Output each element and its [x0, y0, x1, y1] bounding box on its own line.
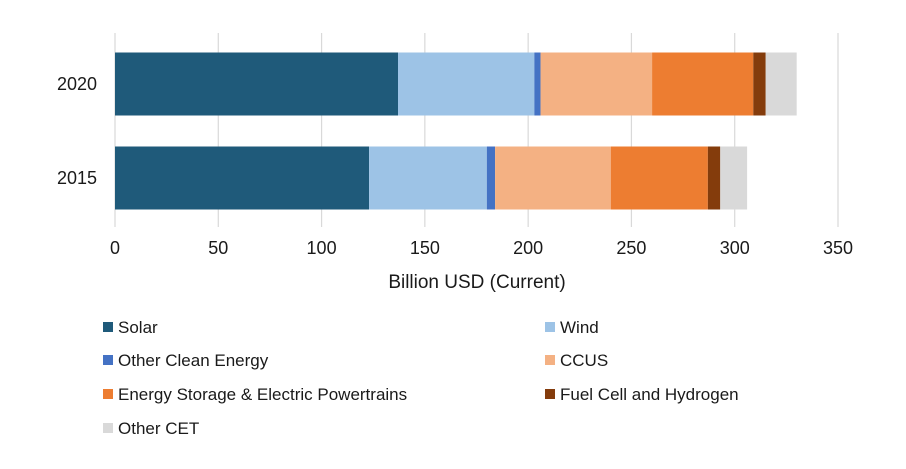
x-tick-label: 350	[823, 238, 853, 258]
legend-swatch	[103, 322, 113, 332]
bar-segment-2020-wind	[398, 52, 535, 116]
legend-label: Wind	[560, 318, 599, 337]
x-axis-title: Billion USD (Current)	[388, 272, 565, 293]
bar-segment-2015-wind	[369, 146, 487, 210]
legend-swatch	[103, 423, 113, 433]
bar-segment-2015-energy-storage-electric-powertrains	[610, 146, 708, 210]
bar-segment-2015-other-clean-energy	[486, 146, 496, 210]
bar-segment-2015-other-cet	[720, 146, 748, 210]
legend-swatch	[545, 355, 555, 365]
legend-label: Fuel Cell and Hydrogen	[560, 385, 739, 404]
legend-item-other-cet: Other CET	[103, 419, 199, 438]
legend-item-ccus: CCUS	[545, 351, 608, 370]
legend-label: Energy Storage & Electric Powertrains	[118, 385, 407, 404]
x-tick-label: 250	[616, 238, 646, 258]
category-labels: 2020 2015	[57, 74, 97, 188]
bar-segment-2020-other-clean-energy	[534, 52, 541, 116]
legend-swatch	[103, 355, 113, 365]
x-tick-label: 150	[410, 238, 440, 258]
legend-swatch	[545, 389, 555, 399]
legend-item-solar: Solar	[103, 318, 158, 337]
bar-segment-2015-fuel-cell-and-hydrogen	[707, 146, 721, 210]
legend-item-fuel-cell-and-hydrogen: Fuel Cell and Hydrogen	[545, 385, 739, 404]
legend-label: Solar	[118, 318, 158, 337]
bar-segment-2015-ccus	[495, 146, 611, 210]
legend-item-wind: Wind	[545, 318, 599, 337]
x-axis-ticks: 0 50 100 150 200 250 300 350	[110, 238, 853, 258]
x-tick-label: 50	[208, 238, 228, 258]
category-label-2015: 2015	[57, 168, 97, 188]
legend-label: Other CET	[118, 419, 199, 438]
category-label-2020: 2020	[57, 74, 97, 94]
legend-swatch	[545, 322, 555, 332]
legend-label: CCUS	[560, 351, 608, 370]
x-tick-label: 200	[513, 238, 543, 258]
bar-segment-2020-energy-storage-electric-powertrains	[652, 52, 754, 116]
bar-segment-2020-fuel-cell-and-hydrogen	[753, 52, 766, 116]
bar-segment-2020-other-cet	[765, 52, 797, 116]
x-tick-label: 0	[110, 238, 120, 258]
bar-segment-2020-solar	[115, 52, 399, 116]
legend-item-energy-storage-electric-powertrains: Energy Storage & Electric Powertrains	[103, 385, 407, 404]
x-tick-label: 300	[720, 238, 750, 258]
bar-segment-2020-ccus	[540, 52, 653, 116]
legend-swatch	[103, 389, 113, 399]
legend: Solar Wind Other Clean Energy CCUS Energy St…	[103, 318, 739, 438]
legend-label: Other Clean Energy	[118, 351, 269, 370]
bar-segment-2015-solar	[115, 146, 370, 210]
legend-item-other-clean-energy: Other Clean Energy	[103, 351, 269, 370]
x-tick-label: 100	[307, 238, 337, 258]
bars	[115, 52, 797, 210]
